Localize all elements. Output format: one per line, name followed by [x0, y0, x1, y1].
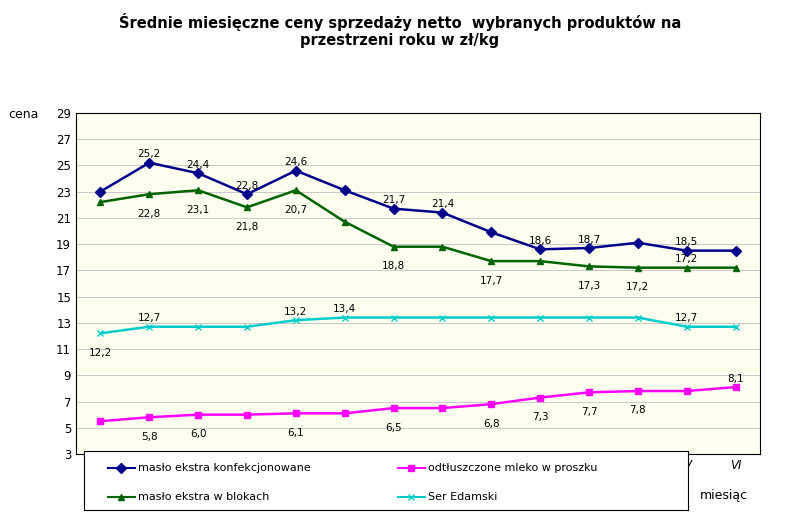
odtłuszczone mleko w proszku	[291, 410, 301, 417]
Text: odtłuszczone mleko w proszku: odtłuszczone mleko w proszku	[428, 463, 598, 473]
masło ekstra w blokach	[438, 244, 447, 250]
masło ekstra w blokach	[242, 204, 252, 210]
Ser Edamski	[633, 314, 642, 321]
odtłuszczone mleko w proszku	[145, 414, 154, 420]
masło ekstra w blokach	[340, 219, 350, 225]
masło ekstra w blokach	[682, 265, 691, 271]
masło ekstra konfekcjonowane	[242, 191, 252, 198]
masło ekstra konfekcjonowane	[633, 240, 642, 246]
Text: Średnie miesięczne ceny sprzedaży netto  wybranych produktów na
przestrzeni roku: Średnie miesięczne ceny sprzedaży netto …	[119, 13, 681, 48]
masło ekstra w blokach	[291, 187, 301, 193]
Ser Edamski	[584, 314, 594, 321]
odtłuszczone mleko w proszku	[633, 388, 642, 394]
Line: masło ekstra w blokach: masło ekstra w blokach	[97, 187, 739, 271]
Text: 22,8: 22,8	[138, 209, 161, 219]
masło ekstra konfekcjonowane	[486, 229, 496, 235]
Line: masło ekstra konfekcjonowane: masło ekstra konfekcjonowane	[97, 159, 739, 254]
masło ekstra konfekcjonowane	[584, 245, 594, 251]
Ser Edamski	[389, 314, 398, 321]
Ser Edamski	[194, 324, 203, 330]
odtłuszczone mleko w proszku	[584, 389, 594, 396]
Text: 18,5: 18,5	[675, 238, 698, 247]
masło ekstra w blokach	[194, 187, 203, 193]
odtłuszczone mleko w proszku	[730, 384, 740, 390]
Text: 22,8: 22,8	[235, 181, 258, 191]
odtłuszczone mleko w proszku	[486, 401, 496, 407]
Text: 6,5: 6,5	[386, 423, 402, 432]
Text: 12,2: 12,2	[89, 348, 112, 358]
Text: 12,7: 12,7	[675, 313, 698, 323]
Text: 24,6: 24,6	[284, 157, 307, 167]
Text: 7,8: 7,8	[630, 405, 646, 416]
masło ekstra konfekcjonowane	[194, 170, 203, 176]
masło ekstra konfekcjonowane	[682, 248, 691, 254]
Ser Edamski	[486, 314, 496, 321]
masło ekstra konfekcjonowane	[96, 188, 106, 194]
masło ekstra konfekcjonowane	[389, 206, 398, 212]
masło ekstra w blokach	[96, 199, 106, 205]
Text: 6,0: 6,0	[190, 429, 206, 439]
masło ekstra w blokach	[535, 258, 545, 264]
Ser Edamski	[535, 314, 545, 321]
Text: 24,4: 24,4	[186, 160, 210, 170]
Text: 17,2: 17,2	[675, 254, 698, 264]
Ser Edamski	[730, 324, 740, 330]
Ser Edamski	[242, 324, 252, 330]
odtłuszczone mleko w proszku	[194, 411, 203, 418]
masło ekstra konfekcjonowane	[730, 248, 740, 254]
Text: miesiąc: miesiąc	[700, 489, 748, 502]
masło ekstra konfekcjonowane	[535, 246, 545, 252]
Text: 7,3: 7,3	[532, 412, 549, 422]
Text: cena: cena	[8, 108, 38, 121]
masło ekstra w blokach	[389, 244, 398, 250]
Ser Edamski	[438, 314, 447, 321]
Text: 13,4: 13,4	[333, 304, 356, 314]
Text: masło ekstra w blokach: masło ekstra w blokach	[138, 492, 270, 502]
odtłuszczone mleko w proszku	[96, 418, 106, 424]
Text: 18,8: 18,8	[382, 261, 405, 271]
Ser Edamski	[682, 324, 691, 330]
Text: 17,7: 17,7	[480, 275, 503, 286]
Text: 6,8: 6,8	[483, 419, 499, 428]
Text: 17,3: 17,3	[578, 281, 601, 291]
masło ekstra konfekcjonowane	[340, 187, 350, 193]
Line: odtłuszczone mleko w proszku: odtłuszczone mleko w proszku	[97, 384, 739, 425]
Text: 25,2: 25,2	[138, 149, 161, 160]
odtłuszczone mleko w proszku	[242, 411, 252, 418]
masło ekstra konfekcjonowane	[291, 168, 301, 174]
Text: 17,2: 17,2	[626, 282, 650, 292]
Ser Edamski	[340, 314, 350, 321]
odtłuszczone mleko w proszku	[535, 394, 545, 401]
Text: 18,6: 18,6	[529, 236, 552, 246]
Text: 7,7: 7,7	[581, 407, 598, 417]
masło ekstra konfekcjonowane	[438, 209, 447, 215]
masło ekstra w blokach	[633, 265, 642, 271]
masło ekstra w blokach	[145, 191, 154, 198]
odtłuszczone mleko w proszku	[438, 405, 447, 411]
Text: 12,7: 12,7	[138, 313, 161, 323]
masło ekstra w blokach	[584, 263, 594, 269]
Text: masło ekstra konfekcjonowane: masło ekstra konfekcjonowane	[138, 463, 311, 473]
masło ekstra w blokach	[486, 258, 496, 264]
Text: 21,7: 21,7	[382, 195, 405, 205]
Line: Ser Edamski: Ser Edamski	[97, 314, 739, 337]
Text: 21,8: 21,8	[235, 222, 258, 232]
masło ekstra w blokach	[730, 265, 740, 271]
Text: 8,1: 8,1	[727, 374, 744, 384]
Text: 5,8: 5,8	[141, 432, 158, 442]
Text: 21,4: 21,4	[431, 199, 454, 209]
Text: 18,7: 18,7	[578, 234, 601, 245]
masło ekstra konfekcjonowane	[145, 160, 154, 166]
Ser Edamski	[96, 330, 106, 337]
odtłuszczone mleko w proszku	[389, 405, 398, 411]
odtłuszczone mleko w proszku	[340, 410, 350, 417]
odtłuszczone mleko w proszku	[682, 388, 691, 394]
Text: 6,1: 6,1	[287, 428, 304, 438]
Text: 20,7: 20,7	[284, 205, 307, 215]
Ser Edamski	[291, 317, 301, 323]
Ser Edamski	[145, 324, 154, 330]
Text: Ser Edamski: Ser Edamski	[428, 492, 498, 502]
Text: 13,2: 13,2	[284, 307, 307, 317]
Text: 23,1: 23,1	[186, 205, 210, 215]
